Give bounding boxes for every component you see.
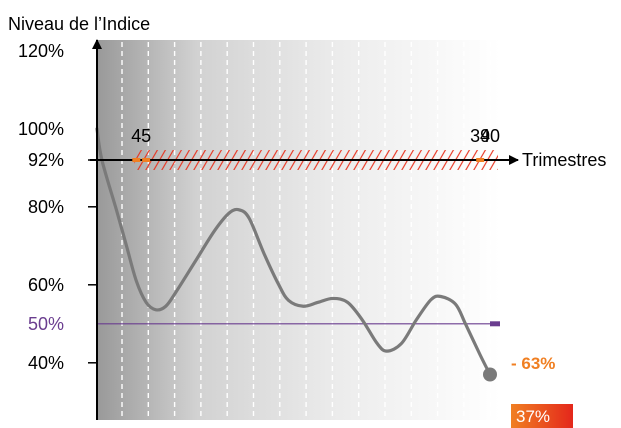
observation-label: 4 [131, 126, 141, 146]
drop-annotation: - 63% [511, 354, 555, 373]
final-level-label: 37% [516, 407, 550, 426]
y-tick-label: 92% [28, 150, 64, 170]
plot-background [97, 40, 500, 420]
x-axis-title: Trimestres [522, 150, 606, 170]
observation-label: 40 [480, 126, 500, 146]
index-series-line [95, 127, 492, 377]
y-tick-label: 50% [28, 314, 64, 334]
y-tick-label: 100% [18, 119, 64, 139]
y-axis-title: Niveau de l’Indice [8, 14, 150, 34]
observation-label: 5 [141, 126, 151, 146]
y-tick-label: 40% [28, 353, 64, 373]
threshold-50-end-marker [490, 321, 500, 327]
y-tick-labels: 120% 100% 92% 80% 60% 50% 40% [18, 41, 97, 373]
y-tick-label: 60% [28, 275, 64, 295]
final-point-marker [483, 367, 497, 382]
observation-label: 39 [470, 126, 490, 146]
final-level-badge [511, 404, 573, 428]
y-tick-label: 120% [18, 41, 64, 61]
y-tick-label: 80% [28, 197, 64, 217]
